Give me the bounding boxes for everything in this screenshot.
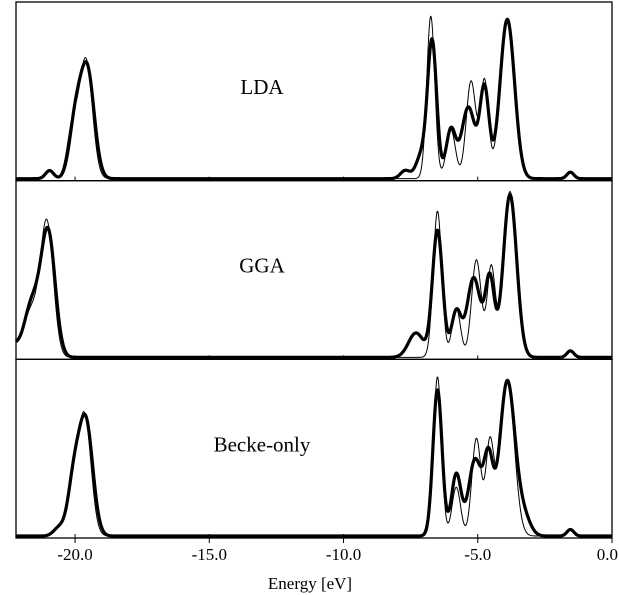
x-axis: -20.0 -15.0 -10.0 -5.0 0.0: [57, 538, 618, 564]
x-tick-label: -15.0: [192, 545, 227, 564]
panel-label: GGA: [239, 254, 285, 278]
dos-series-thin: [16, 15, 612, 180]
panels-group: LDA GGA Becke-only: [14, 1, 613, 539]
x-axis-title: Energy [eV]: [268, 574, 352, 593]
panel-label: LDA: [240, 75, 284, 99]
panel-label: Becke-only: [214, 432, 311, 456]
x-tick-label: -5.0: [464, 545, 491, 564]
x-tick-label: 0.0: [597, 545, 618, 564]
x-tick-label: -20.0: [57, 545, 92, 564]
panel-0: LDA: [15, 1, 613, 182]
panel-frame: [15, 358, 613, 539]
dos-series-thick: [15, 17, 613, 181]
panel-2: Becke-only: [15, 358, 613, 539]
x-tick-label: -10.0: [326, 545, 361, 564]
dos-series-thin: [15, 190, 612, 358]
dos-series-thick: [15, 378, 613, 538]
dos-series-thin: [16, 376, 612, 537]
panel-1: GGA: [14, 180, 613, 360]
